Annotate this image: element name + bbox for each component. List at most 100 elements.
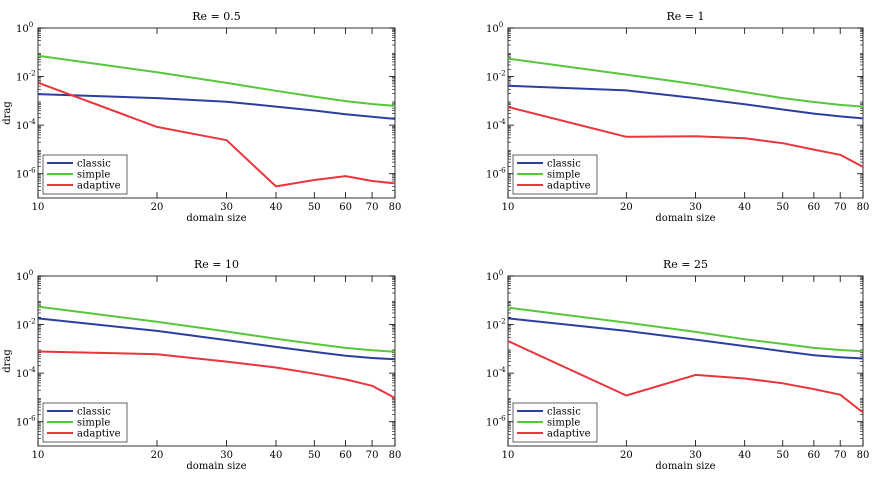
x-tick-label: 80 — [857, 450, 870, 461]
series-line-classic — [507, 317, 864, 360]
x-tick-label: 10 — [32, 450, 45, 461]
y-tick-base: 10 — [16, 73, 29, 84]
y-tick-label: 10-2 — [486, 318, 506, 332]
x-tick-label: 70 — [366, 450, 379, 461]
y-tick-exponent: -6 — [29, 415, 36, 423]
y-tick-base: 10 — [486, 272, 499, 283]
x-tick-label: 10 — [502, 450, 515, 461]
y-tick-exponent: 0 — [499, 269, 503, 277]
x-tick-label: 80 — [389, 202, 402, 213]
x-tick-label: 30 — [689, 450, 702, 461]
y-tick-base: 10 — [16, 170, 29, 181]
y-tick-exponent: -6 — [29, 167, 36, 175]
y-tick-exponent: -6 — [499, 167, 506, 175]
y-tick-label: 10-4 — [16, 366, 36, 380]
x-tick-label: 40 — [270, 450, 283, 461]
x-tick-label: 30 — [220, 450, 233, 461]
x-tick-label: 70 — [834, 450, 847, 461]
y-tick-base: 10 — [16, 321, 29, 332]
y-tick-label: 100 — [16, 21, 33, 35]
plot-frame — [37, 275, 396, 447]
x-tick-label: 20 — [620, 202, 633, 213]
legend-label-adaptive: adaptive — [77, 429, 121, 440]
series-line-simple — [507, 57, 864, 108]
series-line-classic — [37, 93, 396, 120]
chart-title: Re = 10 — [194, 258, 239, 271]
chart-title: Re = 1 — [666, 10, 704, 23]
y-tick-exponent: 0 — [499, 21, 503, 29]
y-tick-label: 10-2 — [486, 70, 506, 84]
y-tick-exponent: -6 — [499, 415, 506, 423]
x-tick-label: 50 — [776, 202, 789, 213]
y-tick-base: 10 — [16, 418, 29, 429]
y-tick-exponent: -4 — [499, 366, 506, 374]
y-tick-exponent: -4 — [29, 366, 36, 374]
y-tick-exponent: -2 — [499, 318, 506, 326]
y-tick-base: 10 — [16, 24, 29, 35]
x-axis-label: domain size — [655, 213, 715, 224]
y-tick-label: 10-4 — [486, 118, 506, 132]
y-tick-base: 10 — [486, 170, 499, 181]
chart-title: Re = 25 — [663, 258, 708, 271]
legend-label-simple: simple — [547, 418, 580, 429]
y-tick-base: 10 — [486, 418, 499, 429]
legend-label-classic: classic — [547, 407, 581, 418]
x-tick-label: 60 — [808, 450, 821, 461]
x-tick-label: 60 — [339, 450, 352, 461]
x-tick-label: 70 — [834, 202, 847, 213]
series-line-adaptive — [507, 106, 864, 168]
y-axis-label: drag — [2, 349, 13, 373]
y-tick-label: 10-6 — [16, 167, 36, 181]
x-tick-label: 40 — [738, 450, 751, 461]
legend-label-simple: simple — [77, 170, 110, 181]
x-tick-label: 30 — [689, 202, 702, 213]
x-tick-label: 40 — [270, 202, 283, 213]
legend-label-simple: simple — [77, 418, 110, 429]
series-line-classic — [37, 317, 396, 361]
y-tick-base: 10 — [16, 272, 29, 283]
y-tick-label: 100 — [16, 269, 33, 283]
x-tick-label: 20 — [620, 450, 633, 461]
y-tick-base: 10 — [486, 24, 499, 35]
series-line-simple — [37, 305, 396, 353]
y-tick-label: 10-6 — [486, 415, 506, 429]
x-tick-label: 10 — [502, 202, 515, 213]
x-tick-label: 60 — [339, 202, 352, 213]
y-tick-label: 10-4 — [486, 366, 506, 380]
x-tick-label: 30 — [220, 202, 233, 213]
x-tick-label: 10 — [32, 202, 45, 213]
series-line-adaptive — [37, 81, 396, 188]
plot-frame — [507, 275, 864, 447]
x-axis-label: domain size — [186, 213, 246, 224]
legend-box — [42, 154, 128, 195]
series-line-simple — [37, 54, 396, 107]
y-tick-exponent: -4 — [29, 118, 36, 126]
series-line-adaptive — [507, 340, 864, 414]
y-tick-exponent: -2 — [499, 70, 506, 78]
y-tick-exponent: -4 — [499, 118, 506, 126]
x-tick-label: 40 — [738, 202, 751, 213]
x-tick-label: 50 — [776, 450, 789, 461]
x-tick-label: 70 — [366, 202, 379, 213]
chart-title: Re = 0.5 — [192, 10, 241, 23]
y-tick-exponent: 0 — [29, 21, 33, 29]
legend-label-simple: simple — [547, 170, 580, 181]
legend-label-adaptive: adaptive — [547, 429, 591, 440]
legend-label-classic: classic — [77, 159, 111, 170]
y-tick-label: 10-2 — [16, 318, 36, 332]
y-tick-base: 10 — [486, 73, 499, 84]
y-tick-base: 10 — [16, 121, 29, 132]
y-axis-label: drag — [2, 101, 13, 125]
legend-label-classic: classic — [547, 159, 581, 170]
y-tick-label: 10-4 — [16, 118, 36, 132]
x-tick-label: 20 — [151, 202, 164, 213]
legend-label-adaptive: adaptive — [77, 181, 121, 192]
x-tick-label: 20 — [151, 450, 164, 461]
y-tick-exponent: -2 — [29, 70, 36, 78]
